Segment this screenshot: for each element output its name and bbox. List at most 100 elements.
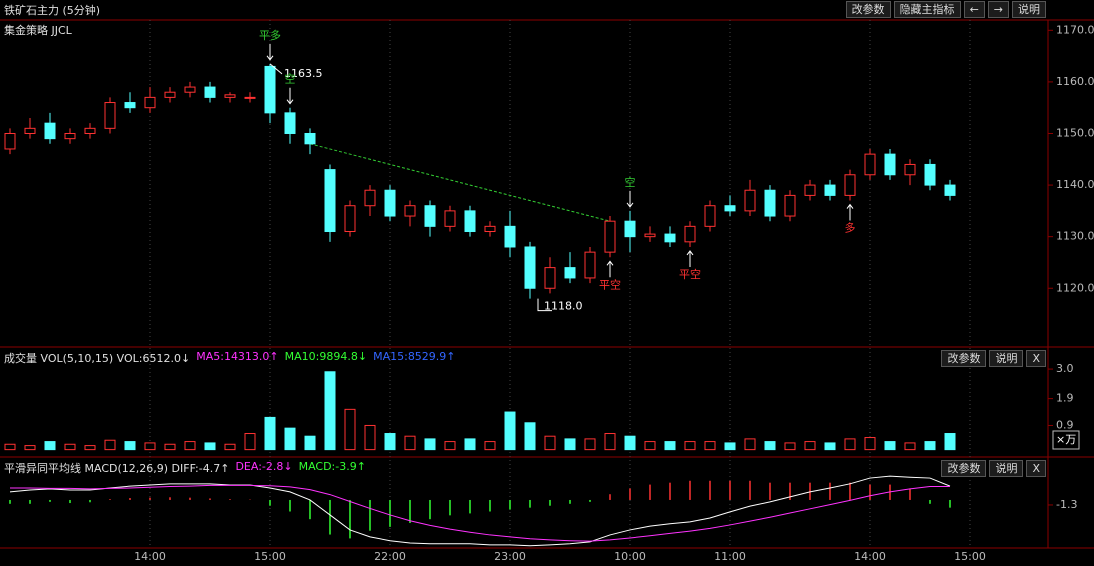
legend-entry: DEA:-2.8↓: [235, 460, 293, 473]
y-tick-label: -1.3: [1056, 498, 1077, 511]
candle-body: [624, 220, 636, 238]
volume-bar: [384, 433, 396, 451]
candle-body: [204, 86, 216, 98]
volume-bar: [424, 438, 436, 451]
candle-body: [244, 96, 256, 99]
x-tick-label: 14:00: [854, 550, 886, 563]
volume-bar: [204, 442, 216, 451]
candle-body: [304, 132, 316, 145]
candle-body: [184, 86, 196, 93]
volume-bar: [684, 441, 696, 451]
unit-box: [1052, 430, 1080, 450]
candle-body: [864, 153, 876, 176]
volume-bar: [44, 441, 56, 451]
legend-entry: MA10:9894.8↓: [284, 350, 368, 363]
volume-bar: [784, 442, 796, 451]
candle-body: [724, 205, 736, 212]
candle-body: [484, 225, 496, 233]
signal-arrow: [846, 203, 854, 209]
volume-bar: [324, 371, 336, 451]
signal-arrow: [286, 99, 294, 105]
extreme-label: 1118.0: [544, 300, 583, 313]
candle-body: [544, 267, 556, 289]
volume-bar: [844, 438, 856, 451]
volume-bar: [704, 441, 716, 451]
volume-bar: [884, 441, 896, 451]
strategy: 集金策略 JJCL: [4, 24, 72, 37]
volume-bar: [564, 438, 576, 451]
volume-bar: [4, 443, 16, 451]
legend-entry: 平滑异同平均线 MACD(12,26,9) DIFF:-4.7↑: [4, 462, 230, 475]
candle-body: [824, 184, 836, 196]
volume-bar: [184, 441, 196, 451]
y-tick-label: 0.9: [1056, 418, 1074, 431]
candle-body: [924, 163, 936, 186]
button[interactable]: →: [987, 1, 1009, 18]
button[interactable]: X: [1026, 350, 1046, 367]
candle-body: [804, 184, 816, 196]
button[interactable]: 隐藏主指标: [893, 1, 961, 18]
volume-bar: [724, 442, 736, 451]
candle-body: [684, 225, 696, 243]
volume-bar: [284, 427, 296, 451]
candle-body: [644, 233, 656, 238]
volume-bar: [364, 424, 376, 451]
signal-arrow: [626, 202, 634, 208]
x-tick-label: 14:00: [134, 550, 166, 563]
signal-label: 空: [285, 72, 296, 86]
toolbar: 改参数 隐藏主指标 ← → 说明: [845, 1, 1046, 18]
candle-body: [504, 225, 516, 248]
x-tick-label: 23:00: [494, 550, 526, 563]
trend-line: [309, 143, 611, 222]
extreme-label: 1163.5: [284, 67, 323, 80]
x-tick-label: 15:00: [254, 550, 286, 563]
volume-bar: [524, 422, 536, 451]
volume-bar: [464, 438, 476, 451]
button[interactable]: X: [1026, 460, 1046, 477]
signal-label: 空: [625, 175, 636, 189]
candle-body: [384, 189, 396, 217]
candle-body: [884, 153, 896, 176]
y-tick-label: 3.0: [1056, 362, 1074, 375]
y-tick-label: 1130.0: [1056, 230, 1094, 243]
candle-body: [524, 246, 536, 289]
candle-body: [564, 267, 576, 279]
y-tick-label: 1.9: [1056, 392, 1074, 405]
candle-body: [664, 233, 676, 243]
candle-body: [444, 210, 456, 227]
volume-bar: [604, 433, 616, 451]
volume-bar: [484, 441, 496, 451]
volume-bar: [304, 435, 316, 451]
volume-toolbar: 改参数 说明 X: [941, 350, 1046, 367]
volume-bar: [164, 443, 176, 451]
candle-body: [904, 163, 916, 176]
button[interactable]: ←: [963, 1, 985, 18]
candle-body: [584, 251, 596, 279]
volume-bar: [104, 439, 116, 451]
button[interactable]: 改参数: [845, 1, 891, 18]
button[interactable]: 说明: [989, 460, 1024, 477]
button[interactable]: 说明: [989, 350, 1024, 367]
signal-label: 平空: [599, 277, 621, 291]
volume-bar: [804, 441, 816, 451]
macd-line: [9, 475, 951, 547]
volume-bar: [624, 435, 636, 451]
unit-label: ×万: [1056, 433, 1076, 446]
candle-body: [24, 127, 36, 134]
legend-entry: 成交量 VOL(5,10,15) VOL:6512.0↓: [4, 352, 191, 365]
legend-entry: MA15:8529.9↑: [373, 350, 456, 363]
volume-bar: [904, 442, 916, 451]
candle-body: [364, 189, 376, 207]
candle-body: [284, 112, 296, 134]
button[interactable]: 改参数: [941, 460, 987, 477]
extreme-marker: [269, 63, 283, 75]
x-tick-label: 15:00: [954, 550, 986, 563]
volume-bar: [144, 442, 156, 451]
button[interactable]: 改参数: [941, 350, 987, 367]
candle-body: [144, 96, 156, 109]
candle-body: [124, 102, 136, 109]
volume-bar: [864, 437, 876, 451]
signal-label: 多: [845, 221, 856, 235]
button[interactable]: 说明: [1012, 1, 1046, 18]
